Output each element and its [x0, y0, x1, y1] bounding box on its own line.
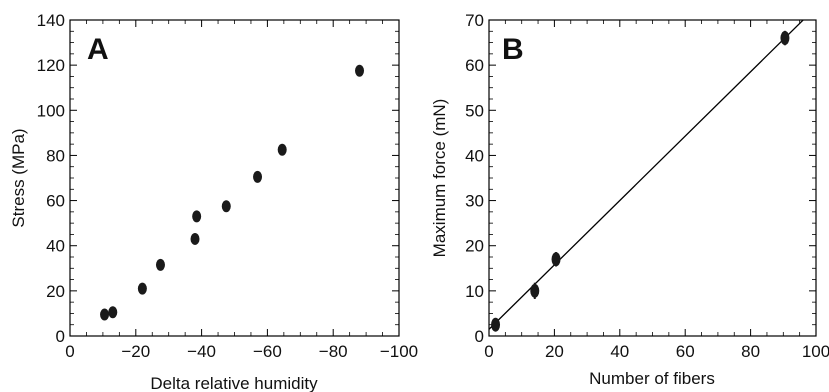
- panel-a-y-tick-label: 80: [46, 146, 65, 165]
- panel-b-y-tick-label: 10: [465, 282, 484, 301]
- panel-a-data-point: [277, 143, 287, 156]
- panel-a-data-point: [192, 210, 202, 223]
- panel-b-y-tick-label: 0: [475, 327, 484, 346]
- panel-a-x-tick-label: 0: [65, 342, 74, 361]
- panel-a-x-tick-label: −80: [319, 342, 348, 361]
- panel-b-y-tick-label: 40: [465, 146, 484, 165]
- panel-b-x-axis-title: Number of fibers: [589, 369, 715, 388]
- panel-b-x-tick-label: 20: [545, 342, 564, 361]
- panel-b-x-tick-label: 80: [741, 342, 760, 361]
- panel-a-ticks: 0 −20 −40 −60 −80 −100 0 20 40 60 80 100 120 140: [37, 11, 419, 361]
- panel-a-frame: [69, 19, 400, 337]
- panel-b-ticks: 0 20 40 60 80 100 0 10 20 30 40 50 60 70: [465, 11, 829, 361]
- panel-a-y-tick-label: 0: [56, 327, 65, 346]
- panel-a-y-tick-label: 140: [37, 11, 65, 30]
- panel-a-data-point: [155, 258, 165, 271]
- panel-b-x-tick-label: 100: [802, 342, 829, 361]
- panel-b-y-tick-label: 60: [465, 56, 484, 75]
- panel-b-data-point: [491, 317, 501, 332]
- panel-a-x-tick-label: −60: [253, 342, 282, 361]
- panel-b: 0 20 40 60 80 100 0 10 20 30 40 50 60 70 B Number of …: [430, 11, 829, 388]
- panel-b-letter: B: [502, 33, 524, 66]
- panel-a-x-tick-label: −40: [187, 342, 216, 361]
- panel-b-x-tick-label: 0: [484, 342, 493, 361]
- panel-a-y-tick-label: 40: [46, 237, 65, 256]
- panel-b-data-point: [530, 283, 540, 298]
- panel-a-y-tick-label: 20: [46, 282, 65, 301]
- panel-a-points: [100, 64, 365, 321]
- panel-a-letter: A: [87, 33, 109, 66]
- panel-b-points: [491, 30, 790, 332]
- panel-a-x-tick-label: −100: [380, 342, 418, 361]
- panel-a-data-point: [253, 170, 263, 183]
- panel-b-y-tick-label: 20: [465, 237, 484, 256]
- panel-b-y-tick-label: 70: [465, 11, 484, 30]
- panel-a-y-axis-title: Stress (MPa): [9, 128, 28, 227]
- panel-a-x-tick-label: −20: [121, 342, 150, 361]
- panel-a-data-point: [190, 232, 200, 245]
- panel-a-y-tick-label: 60: [46, 192, 65, 211]
- panel-b-y-tick-label: 50: [465, 101, 484, 120]
- panel-a-data-point: [355, 64, 365, 77]
- panel-a-y-tick-label: 120: [37, 56, 65, 75]
- panel-a-x-axis-title: Delta relative humidity: [150, 374, 318, 392]
- panel-b-data-point: [551, 252, 561, 267]
- panel-b-data-point: [780, 31, 790, 46]
- panel-a-y-tick-label: 100: [37, 101, 65, 120]
- panel-b-x-tick-label: 40: [610, 342, 629, 361]
- panel-b-y-tick-label: 30: [465, 192, 484, 211]
- panel-b-x-tick-label: 60: [676, 342, 695, 361]
- panel-a-data-point: [221, 200, 231, 213]
- panel-b-fit-line: [489, 20, 805, 330]
- panel-a-data-point: [137, 282, 147, 295]
- panel-a-data-point: [100, 308, 110, 321]
- panel-b-y-axis-title: Maximum force (mN): [430, 99, 449, 258]
- panel-a-data-point: [108, 306, 118, 319]
- panel-b-fit: [489, 20, 805, 330]
- panel-a: 0 −20 −40 −60 −80 −100 0 20 40 60 80 100 120 140 A De…: [9, 11, 418, 392]
